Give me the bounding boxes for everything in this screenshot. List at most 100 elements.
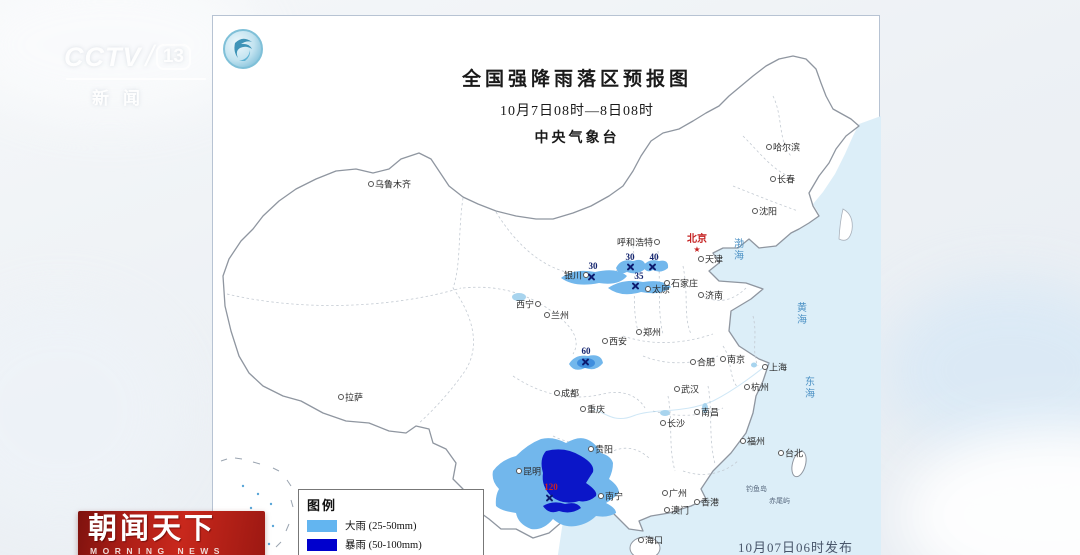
sea-name-label: 黄海	[797, 303, 807, 326]
cctv-logo-bar	[66, 78, 206, 80]
city-label: 石家庄	[671, 278, 699, 289]
hainan-island	[629, 536, 661, 555]
cctv-logo-slash: /	[145, 40, 154, 73]
city-label: 银川	[563, 270, 582, 281]
city-label: 武汉	[681, 384, 700, 395]
rain-value-label: 120	[544, 482, 558, 492]
rain-value-label: 60	[581, 346, 591, 356]
city-label: 拉萨	[345, 392, 364, 403]
city-dot	[664, 280, 670, 286]
city-label: 杭州	[751, 382, 770, 393]
city-dot	[698, 256, 704, 262]
city-dot	[636, 329, 642, 335]
city-label: 香港	[701, 497, 720, 508]
city-dot	[580, 406, 586, 412]
city-dot	[645, 286, 651, 292]
island-name-label: 赤尾屿	[769, 497, 790, 505]
program-title: 朝闻天下	[88, 513, 217, 545]
legend-title: 图例	[307, 498, 338, 513]
city-dot	[694, 409, 700, 415]
forecast-map-panel: 全国强降雨落区预报图 10月7日08时—8日08时 中央气象台 乌鲁木齐 哈尔滨长…	[212, 15, 881, 555]
publish-time: 10月07日06时发布	[738, 540, 854, 555]
rain-center-marker	[581, 358, 590, 367]
sea-fill-northeast	[791, 116, 881, 233]
sea-name-label: 渤海	[734, 239, 744, 262]
city-label: 昆明	[523, 466, 542, 477]
city-label: 澳门	[671, 505, 690, 516]
city-dot	[338, 394, 344, 400]
city-label: 南昌	[701, 407, 720, 418]
city-dot	[752, 208, 758, 214]
city-dot	[740, 438, 746, 444]
city-label: 长沙	[667, 418, 686, 429]
program-logo: 朝闻天下 MORNING NEWS	[78, 511, 265, 555]
map-labels-overlay: 乌鲁木齐 哈尔滨 长春 沈阳 呼和浩特 ★ 北京 天津 石家庄 济南 银川 太原 西宁 兰州 西安 郑州 合肥南…	[213, 16, 881, 555]
taiwan-island	[791, 450, 807, 478]
rain-value-label: 30	[625, 252, 635, 262]
program-subtitle: MORNING NEWS	[90, 546, 225, 555]
city-dot	[690, 359, 696, 365]
city-dot	[660, 420, 666, 426]
city-dot	[544, 312, 550, 318]
korea-peninsula	[838, 208, 853, 241]
city-label: 天津	[705, 254, 724, 265]
province-boundaries	[226, 95, 799, 475]
city-dot	[762, 364, 768, 370]
background-blob	[0, 300, 180, 520]
city-label: 广州	[669, 488, 688, 499]
city-label: 合肥	[697, 357, 716, 368]
map-legend: 图例 大雨 (25-50mm)暴雨 (50-100mm)大暴雨 (100-250…	[298, 489, 484, 555]
island-name-label: 钓鱼岛	[746, 485, 767, 493]
city-label: 哈尔滨	[773, 142, 801, 153]
cctv-channel-number: 13	[155, 44, 191, 70]
city-label: 上海	[769, 362, 788, 373]
city-dot	[602, 338, 608, 344]
city-label: 太原	[652, 284, 671, 295]
city-dot	[516, 468, 522, 474]
city-dot	[664, 507, 670, 513]
city-label: 重庆	[587, 404, 606, 415]
rivers-lakes	[512, 293, 770, 420]
city-dot	[698, 292, 704, 298]
city-dot	[638, 537, 644, 543]
city-label: 南京	[727, 354, 746, 365]
city-dot	[554, 390, 560, 396]
china-outline	[222, 55, 860, 539]
city-dot	[770, 176, 776, 182]
map-title: 全国强降雨落区预报图	[461, 69, 692, 90]
map-agency: 中央气象台	[534, 131, 620, 146]
rain-value-label: 35	[634, 271, 644, 281]
city-label: 郑州	[643, 327, 662, 338]
legend-item: 暴雨 (50-100mm)	[307, 537, 475, 552]
cctv-channel-name: 新闻	[92, 89, 154, 108]
city-label: 福州	[747, 436, 766, 447]
city-dot	[535, 301, 541, 307]
city-label: 长春	[777, 174, 796, 185]
rain-center-marker	[648, 263, 657, 272]
rainstorm-core-yunnan	[541, 449, 597, 503]
city-label: 台北	[785, 448, 804, 459]
city-label: 贵阳	[595, 444, 614, 455]
city-label: 乌鲁木齐	[375, 179, 412, 190]
map-title-block: 全国强降雨落区预报图 10月7日08时—8日08时 中央气象台	[397, 64, 757, 147]
city-label: 北京	[687, 234, 707, 245]
rain-value-label: 30	[588, 261, 598, 271]
china-map-graphic	[220, 55, 881, 555]
city-dot	[694, 499, 700, 505]
meteorological-agency-icon	[223, 29, 263, 69]
legend-swatch	[307, 519, 337, 532]
city-dot	[744, 384, 750, 390]
rain-area-shanxi-3	[608, 280, 671, 295]
rainstorm-core-yunnan-2	[543, 502, 581, 513]
rain-center-marker	[587, 273, 596, 282]
city-dot	[766, 144, 772, 150]
rain-value-label: 40	[649, 252, 659, 262]
rain-center-marker	[631, 282, 640, 291]
city-dot	[598, 493, 604, 499]
city-dot	[778, 450, 784, 456]
city-label: 呼和浩特	[616, 237, 653, 248]
legend-swatch	[307, 538, 337, 551]
city-dot	[368, 181, 374, 187]
city-label: 沈阳	[759, 206, 778, 217]
